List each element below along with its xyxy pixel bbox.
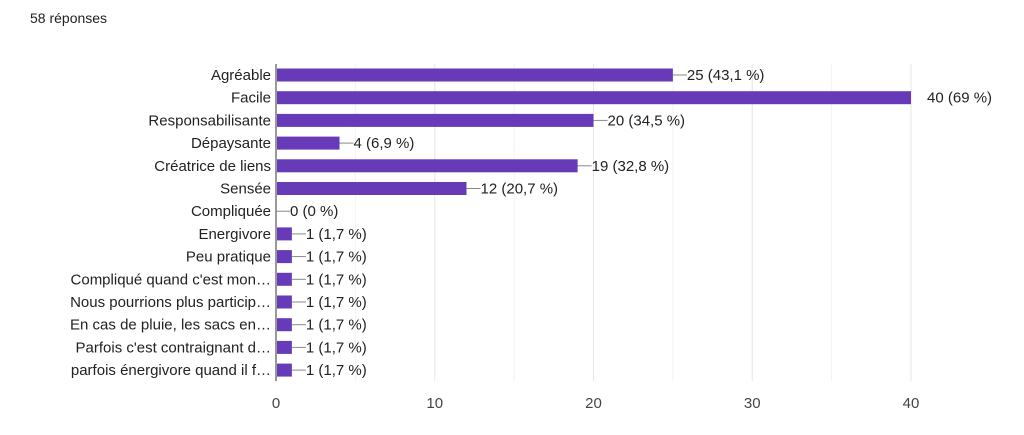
category-label: Energivore [198,226,271,243]
bar [277,250,292,264]
data-label: 25 (43,1 %) [687,67,765,84]
category-label: Compliquée [191,203,271,220]
response-count: 58 réponses [30,10,108,26]
data-label: 1 (1,7 %) [306,271,367,288]
bar [277,272,292,286]
category-label: Sensée [220,181,271,198]
data-label: 1 (1,7 %) [306,339,367,356]
data-label: 1 (1,7 %) [306,294,367,311]
category-label: Responsabilisante [148,112,271,129]
category-label: En cas de pluie, les sacs en… [70,317,271,334]
data-label: 4 (6,9 %) [354,135,415,152]
category-label: Compliqué quand c'est mon… [71,271,271,288]
data-label: 0 (0 %) [290,203,338,220]
x-tick-label: 30 [744,395,761,412]
category-label: Parfois c'est contraignant d… [76,339,271,356]
bar [277,227,292,241]
category-label: Dépaysante [191,135,271,152]
data-label: 40 (69 %) [927,90,992,107]
data-label: 20 (34,5 %) [608,112,686,129]
data-label: 1 (1,7 %) [306,226,367,243]
category-label: Facile [231,90,271,107]
bar [277,159,578,173]
bar [277,318,292,332]
data-label: 1 (1,7 %) [306,317,367,334]
bar [277,295,292,309]
bar [277,182,467,195]
category-label: Nous pourrions plus particip… [70,294,271,311]
bar [277,340,292,354]
category-label: Créatrice de liens [154,158,271,175]
bar [277,363,292,377]
x-tick-label: 0 [272,395,280,412]
x-tick-label: 10 [426,395,443,412]
category-label: parfois énergivore quand il f… [71,362,271,379]
category-label: Agréable [211,67,271,84]
bar [277,91,911,105]
bar [277,136,340,150]
data-label: 12 (20,7 %) [481,181,559,198]
data-label: 1 (1,7 %) [306,249,367,266]
x-tick-label: 20 [585,395,602,412]
bar [277,68,673,82]
category-label: Peu pratique [186,249,271,266]
data-label: 19 (32,8 %) [592,158,670,175]
data-label: 1 (1,7 %) [306,362,367,379]
x-tick-label: 40 [903,395,920,412]
bar [277,113,594,127]
